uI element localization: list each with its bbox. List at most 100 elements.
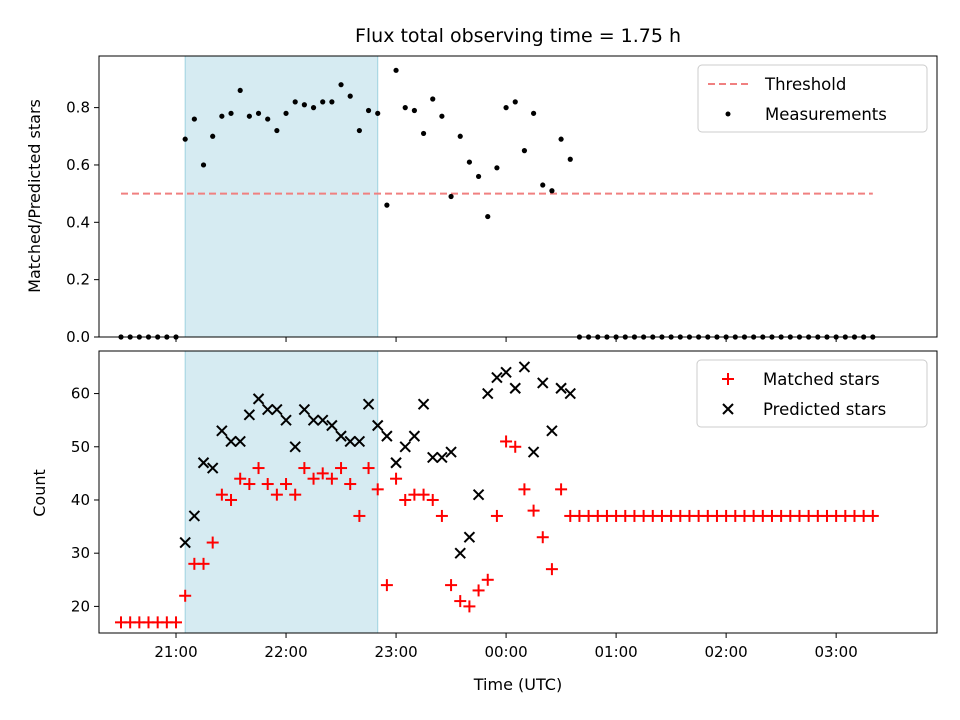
matched-star-point bbox=[344, 478, 357, 491]
matched-star-point bbox=[536, 531, 549, 544]
measurement-point bbox=[558, 136, 564, 142]
bottom-legend-box bbox=[696, 359, 928, 428]
y-tick-label: 20 bbox=[71, 597, 90, 615]
measurement-point bbox=[530, 110, 537, 116]
bottom-axes-ticks: 20 30 40 50 60 21:00 22:00 23:00 00:00 01:00 02:00… bbox=[71, 385, 858, 661]
matched-star-point bbox=[380, 579, 393, 592]
top-axes-frame bbox=[98, 55, 938, 338]
bottom-legend: Matched stars Predicted stars bbox=[696, 359, 928, 428]
legend-matched-label: Matched stars bbox=[763, 370, 880, 389]
matched-star-point bbox=[307, 472, 320, 485]
y-tick-label: 30 bbox=[71, 544, 90, 562]
measurement-point bbox=[301, 102, 307, 108]
predicted-star-point bbox=[390, 457, 402, 469]
measurement-point bbox=[365, 107, 372, 114]
matched-star-point bbox=[527, 504, 540, 517]
top-legend: Threshold Measurements bbox=[697, 64, 928, 133]
predicted-star-point bbox=[216, 425, 228, 437]
measurement-point bbox=[274, 127, 280, 134]
predicted-star-point bbox=[408, 430, 421, 442]
predicted-star-point bbox=[206, 462, 219, 474]
bottom-axes-frame bbox=[98, 350, 938, 634]
predicted-star-point bbox=[261, 403, 274, 416]
top-y-axis-label: Matched/Predicted stars bbox=[25, 99, 44, 293]
matched-star-point bbox=[866, 509, 879, 522]
x-tick-label: 23:00 bbox=[374, 643, 417, 661]
matched-star-point bbox=[353, 509, 366, 522]
matched-star-point bbox=[545, 563, 558, 576]
predicted-star-point bbox=[500, 366, 512, 378]
matched-star-point bbox=[518, 483, 531, 496]
matched-star-point bbox=[463, 600, 476, 613]
matched-star-point bbox=[243, 478, 256, 491]
predicted-star-point bbox=[537, 377, 549, 389]
measurement-point bbox=[466, 159, 473, 165]
matched-star-point bbox=[390, 472, 403, 485]
y-tick-label: 0.0 bbox=[66, 328, 90, 346]
measurement-point bbox=[549, 188, 555, 194]
measurement-point bbox=[494, 165, 500, 171]
predicted-star-point bbox=[372, 419, 384, 432]
measurement-point bbox=[375, 110, 381, 116]
measurement-point bbox=[457, 133, 463, 139]
predicted-star-point bbox=[307, 414, 320, 426]
predicted-star-point bbox=[188, 510, 201, 522]
bottom-panel: 20 30 40 50 60 21:00 22:00 23:00 00:00 01:00 02:00… bbox=[30, 350, 938, 694]
measurement-point bbox=[540, 182, 546, 188]
observing-window-shade bbox=[184, 350, 379, 634]
measurement-point bbox=[246, 113, 252, 119]
x-tick-label: 01:00 bbox=[594, 643, 637, 661]
predicted-star-point bbox=[427, 451, 439, 464]
predicted-star-point bbox=[335, 430, 347, 442]
measurement-point bbox=[347, 93, 353, 99]
matched-star-point bbox=[399, 493, 412, 506]
predicted-star-point bbox=[225, 435, 237, 448]
measurement-point bbox=[356, 127, 362, 134]
predicted-star-point bbox=[326, 419, 338, 432]
measurement-point bbox=[237, 87, 243, 94]
predicted-star-point bbox=[353, 435, 366, 448]
matched-star-point bbox=[472, 584, 485, 597]
observing-window-shade bbox=[184, 55, 379, 338]
matched-star-point bbox=[234, 472, 247, 485]
matched-star-point bbox=[215, 488, 228, 501]
matched-star-point bbox=[170, 616, 183, 629]
predicted-star-point bbox=[280, 414, 292, 426]
matched-star-point bbox=[289, 488, 302, 501]
x-tick-label: 03:00 bbox=[815, 643, 858, 661]
predicted-star-point bbox=[454, 547, 466, 559]
legend-predicted-swatch bbox=[722, 403, 734, 415]
matched-star-point bbox=[325, 472, 338, 485]
measurement-point bbox=[384, 202, 390, 208]
measurement-point bbox=[420, 130, 427, 137]
matched-star-point bbox=[555, 483, 568, 496]
predicted-star-point bbox=[445, 446, 457, 458]
x-tick-label: 22:00 bbox=[264, 643, 307, 661]
predicted-star-point bbox=[271, 403, 283, 416]
chart-title: Flux total observing time = 1.75 h bbox=[355, 25, 681, 47]
measurement-point bbox=[503, 105, 509, 111]
measurement-point bbox=[210, 133, 216, 139]
measurement-point bbox=[182, 136, 188, 142]
measurement-point bbox=[402, 105, 408, 111]
predicted-star-point bbox=[546, 425, 558, 437]
predicted-star-point bbox=[234, 435, 246, 448]
y-tick-label: 0.8 bbox=[66, 99, 90, 117]
matched-star-point bbox=[225, 493, 238, 506]
matched-star-point bbox=[298, 462, 311, 475]
predicted-star-point bbox=[509, 382, 521, 394]
predicted-star-point bbox=[344, 435, 356, 448]
matched-star-point bbox=[445, 579, 458, 592]
matched-star-point bbox=[261, 478, 274, 491]
predicted-star-point bbox=[197, 457, 210, 469]
matched-star-point bbox=[316, 467, 329, 480]
predicted-star-point bbox=[179, 536, 191, 549]
measurement-point bbox=[228, 110, 234, 116]
measurement-point bbox=[265, 116, 271, 122]
measurement-point bbox=[448, 193, 454, 200]
legend-predicted-label: Predicted stars bbox=[763, 400, 886, 419]
predicted-star-point bbox=[472, 488, 485, 501]
matched-star-point bbox=[197, 557, 210, 570]
top-plot-area bbox=[118, 55, 876, 340]
matched-star-point bbox=[252, 462, 265, 475]
